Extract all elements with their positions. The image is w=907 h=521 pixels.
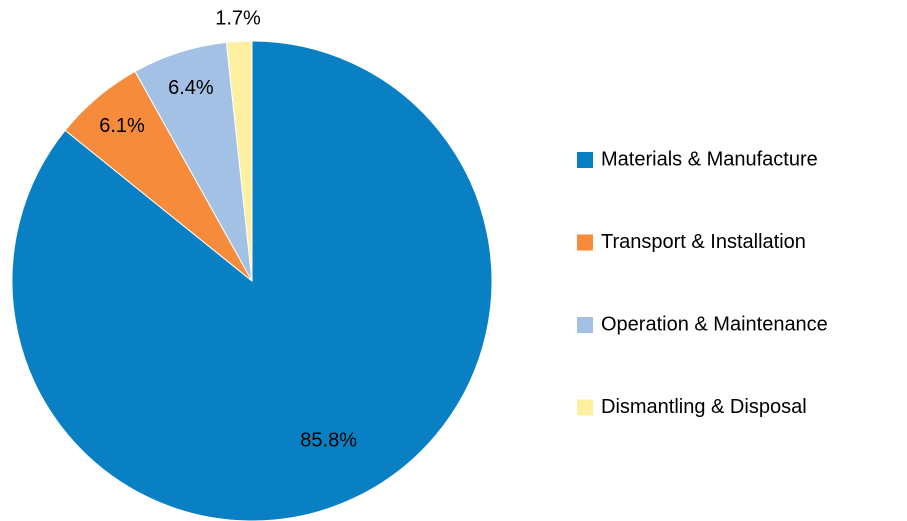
legend-swatch xyxy=(577,317,593,333)
legend-swatch xyxy=(577,234,593,251)
data-label: 85.8% xyxy=(300,430,357,452)
data-label: 1.7% xyxy=(215,8,261,30)
pie-slice xyxy=(225,40,253,282)
legend-label: Transport & Installation xyxy=(601,231,806,253)
data-label: 6.1% xyxy=(99,115,145,137)
legend-swatch xyxy=(577,152,593,168)
data-label: 6.4% xyxy=(168,77,214,99)
legend-label: Operation & Maintenance xyxy=(601,313,828,335)
legend-swatch xyxy=(577,399,593,416)
legend-label: Materials & Manufacture xyxy=(601,148,818,170)
legend-label: Dismantling & Disposal xyxy=(601,396,807,418)
